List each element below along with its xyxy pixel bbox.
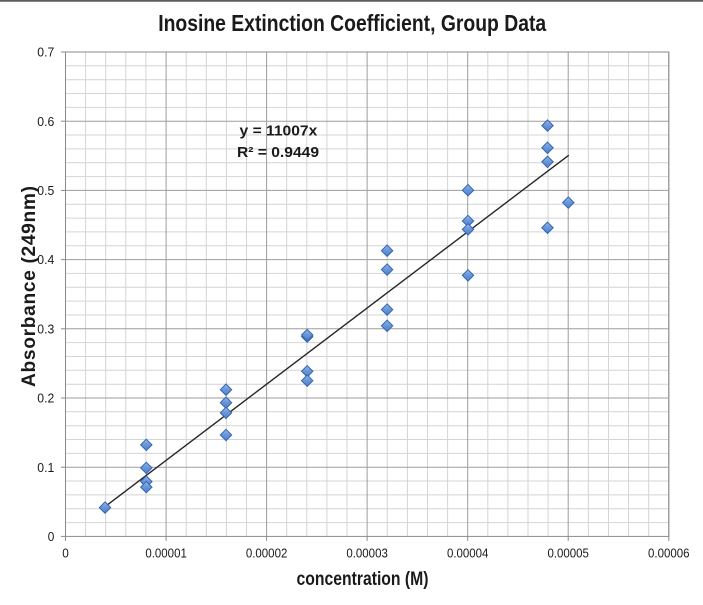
svg-text:0: 0	[62, 546, 69, 561]
svg-text:R² = 0.9449: R² = 0.9449	[237, 145, 319, 161]
svg-text:0.00004: 0.00004	[447, 546, 489, 561]
svg-text:0.2: 0.2	[37, 391, 54, 406]
svg-text:0.00003: 0.00003	[346, 546, 388, 561]
svg-text:0.1: 0.1	[37, 460, 54, 475]
svg-text:0: 0	[48, 529, 55, 544]
svg-text:0.00005: 0.00005	[547, 546, 589, 561]
svg-text:0.5: 0.5	[37, 183, 54, 198]
svg-text:0.6: 0.6	[37, 114, 54, 129]
svg-text:0.7: 0.7	[37, 45, 54, 60]
svg-text:0.4: 0.4	[37, 252, 54, 267]
svg-text:Inosine Extinction Coefficient: Inosine Extinction Coefficient, Group Da…	[158, 10, 546, 36]
svg-text:0.00002: 0.00002	[246, 546, 288, 561]
svg-text:0.3: 0.3	[37, 321, 54, 336]
svg-text:Absorbance (249nm): Absorbance (249nm)	[19, 186, 40, 387]
svg-text:0.00001: 0.00001	[145, 546, 187, 561]
svg-text:y = 11007x: y = 11007x	[240, 124, 319, 140]
svg-text:0.00006: 0.00006	[648, 546, 690, 561]
svg-text:concentration (M): concentration (M)	[297, 568, 429, 590]
